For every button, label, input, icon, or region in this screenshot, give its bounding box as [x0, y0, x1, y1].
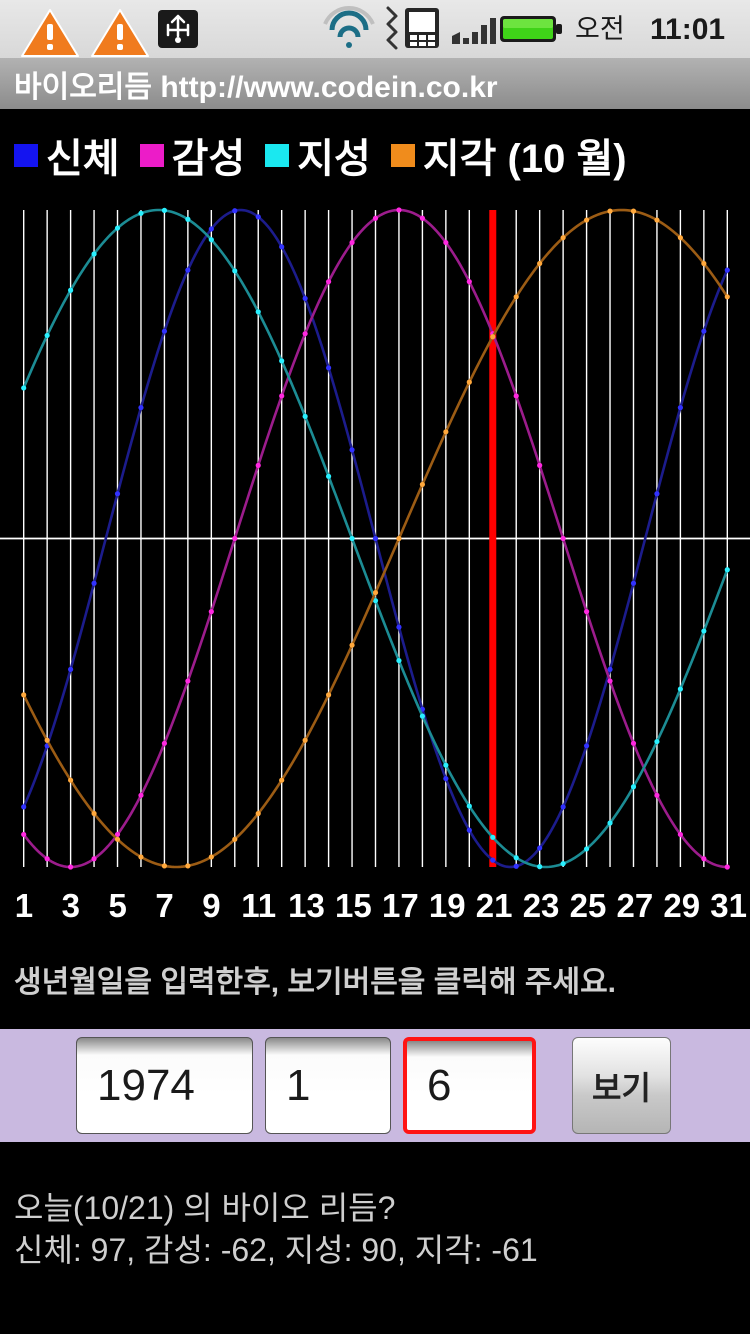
svg-text:오전: 오전 — [575, 14, 625, 44]
svg-text:11:01: 11:01 — [650, 13, 725, 46]
